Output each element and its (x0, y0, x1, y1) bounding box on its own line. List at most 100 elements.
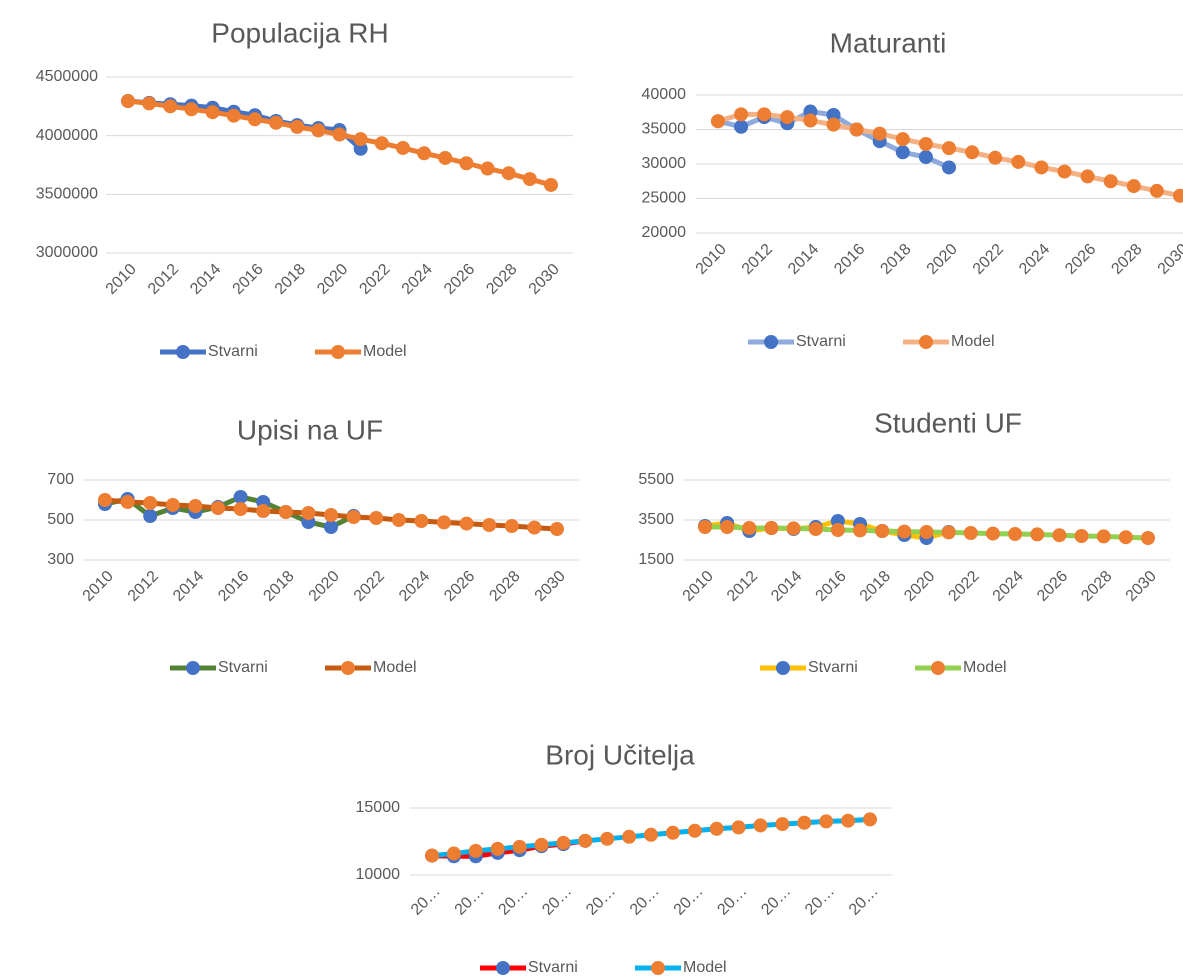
x-tick-label: 20… (583, 883, 619, 919)
data-point (988, 150, 1003, 165)
x-tick-label: 2014 (785, 241, 822, 278)
x-tick-label: 2024 (1016, 241, 1053, 278)
x-tick-label: 20… (758, 883, 794, 919)
data-point (965, 145, 980, 160)
data-point (895, 145, 910, 160)
data-point (1011, 154, 1026, 169)
x-tick-label: 20… (539, 883, 575, 919)
x-tick-label: 2022 (970, 241, 1007, 278)
x-tick-label: 2012 (739, 241, 776, 278)
y-tick-label: 30000 (642, 155, 687, 172)
chart-title: Broj Učitelja (545, 739, 695, 770)
chart-title: Maturanti (830, 27, 947, 58)
data-point (942, 141, 956, 156)
data-point (459, 516, 474, 531)
data-point (269, 115, 284, 130)
data-point (734, 119, 749, 134)
data-point (417, 146, 432, 161)
data-point (301, 506, 316, 520)
legend-label: Stvarni (218, 659, 268, 676)
data-point (143, 509, 158, 523)
data-point (233, 502, 248, 516)
legend-marker (764, 335, 778, 349)
data-point (324, 520, 338, 534)
data-point (918, 150, 933, 165)
data-point (480, 161, 495, 176)
y-tick-label: 4500000 (36, 68, 98, 85)
legend-label: Stvarni (796, 333, 846, 350)
data-point (544, 177, 558, 192)
data-point (369, 511, 384, 525)
data-point (687, 823, 702, 838)
x-tick-label: 2012 (125, 568, 162, 605)
data-point (165, 498, 180, 512)
data-point (446, 846, 461, 861)
x-tick-label: 20… (495, 883, 531, 919)
legend-marker (776, 661, 790, 675)
legend-marker (186, 661, 200, 675)
data-point (665, 825, 680, 840)
y-tick-label: 5500 (638, 471, 674, 488)
series-line (127, 98, 363, 151)
data-point (425, 848, 439, 863)
x-tick-label: 2014 (170, 568, 207, 605)
x-tick-label: 2016 (831, 241, 868, 278)
legend-label: Stvarni (208, 343, 258, 360)
x-tick-label: 2016 (813, 568, 850, 605)
data-point (120, 495, 135, 509)
x-tick-label: 2020 (314, 261, 351, 298)
data-point (853, 523, 868, 538)
x-tick-label: 2010 (680, 568, 717, 605)
data-point (826, 108, 841, 123)
data-point (290, 119, 305, 134)
data-point (819, 814, 834, 829)
data-point (311, 123, 326, 138)
legend-marker (331, 345, 345, 359)
x-tick-label: 2028 (486, 568, 523, 605)
data-point (143, 496, 158, 510)
x-tick-label: 2026 (441, 261, 478, 298)
x-tick-label: 20… (627, 883, 663, 919)
data-point (437, 515, 451, 530)
x-tick-label: 2010 (693, 241, 730, 278)
x-tick-label: 2014 (187, 261, 224, 298)
data-point (1052, 528, 1067, 543)
x-tick-label: 2020 (924, 241, 961, 278)
data-point (600, 831, 615, 846)
x-tick-label: 2010 (80, 568, 117, 605)
chart: Upisi na UF 300 500 700 2010 2012 2014 2016 2018… (47, 414, 579, 676)
legend-label: Model (951, 333, 995, 350)
x-tick-label: 20… (846, 883, 882, 919)
data-point (985, 526, 1000, 541)
chart: Populacija RH 3000000 3500000 4000000 450000… (36, 17, 573, 360)
legend-marker (931, 661, 945, 675)
x-tick-label: 2012 (145, 261, 182, 298)
x-tick-label: 2024 (399, 261, 436, 298)
x-tick-label: 2028 (1078, 568, 1115, 605)
legend-marker (919, 335, 933, 349)
y-tick-label: 3000000 (36, 244, 98, 261)
data-point (1126, 179, 1141, 194)
data-point (753, 818, 768, 833)
data-point (942, 160, 956, 175)
data-point (468, 843, 483, 858)
x-tick-label: 20… (714, 883, 750, 919)
data-point (1030, 527, 1045, 542)
data-point (895, 132, 910, 147)
legend-label: Model (963, 659, 1007, 676)
chart-title: Upisi na UF (237, 414, 383, 445)
x-tick-label: 2018 (272, 261, 309, 298)
data-point (184, 102, 199, 117)
data-point (841, 813, 856, 828)
data-point (830, 523, 845, 537)
data-point (459, 156, 474, 171)
data-point (550, 522, 564, 536)
data-point (764, 521, 779, 535)
x-tick-label: 2020 (901, 568, 938, 605)
data-point (709, 821, 724, 836)
data-point (414, 514, 429, 528)
chart-title: Studenti UF (874, 407, 1022, 438)
data-point (163, 99, 178, 114)
